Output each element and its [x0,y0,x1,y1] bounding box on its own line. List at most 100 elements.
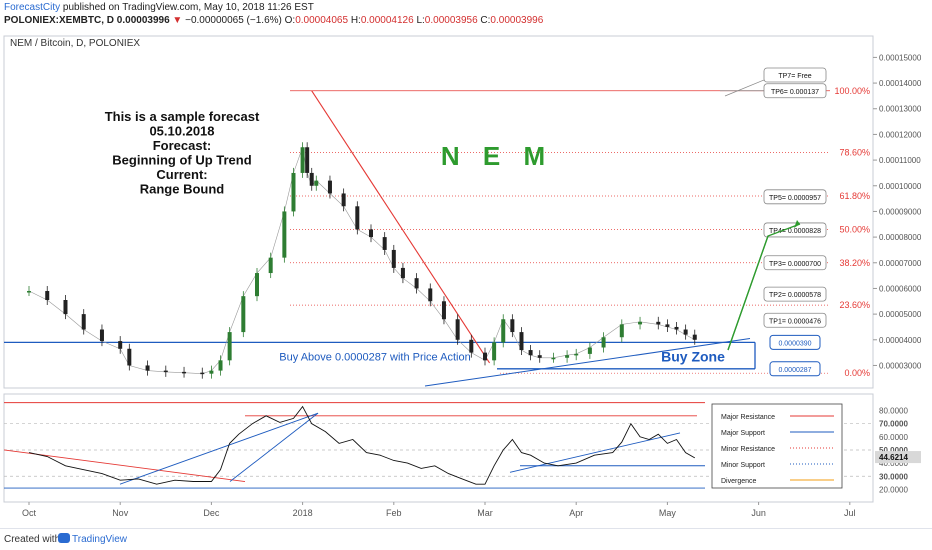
candle-body [674,326,679,330]
fib-level-label: 100.00% [834,86,870,96]
author-link[interactable]: ForecastCity [4,2,61,13]
candle-body [469,339,474,353]
candle-body [619,324,624,338]
osc-up-trendline [509,432,681,473]
candle-body [45,291,50,300]
osc-up-trendline [119,412,319,485]
ohlc-low: 0.00003956 [424,15,478,26]
candle-body [200,372,205,375]
target-callout [763,189,827,205]
candle-body [656,321,661,325]
ohlc-close: 0.00003996 [490,15,544,26]
target-label: TP6= 0.000137 [771,89,819,96]
candle-body [127,348,132,366]
osc-tick-label: 70.0000 [879,420,908,429]
target-label: TP7= Free [778,73,811,80]
oscillator-pane-frame [3,393,874,503]
footer: Created with TradingView [0,528,932,550]
candle-body [683,329,688,335]
x-tick-label: Apr [569,508,583,518]
candle-body [182,371,187,374]
osc-tick-label: 30.0000 [879,472,908,481]
candle-body [27,291,31,293]
y-tick-label: 0.00010000 [879,182,922,191]
down-trendline [311,90,491,364]
legend-label: Major Resistance [721,414,775,421]
ohlc-open-key: O: [284,15,296,26]
forecast-text-line: Range Bound [140,182,225,197]
x-tick-label: May [659,508,677,518]
x-tick-label: Nov [112,508,129,518]
candle-body [528,350,533,356]
candle-body [241,296,246,333]
candle-body [355,206,360,230]
tradingview-link[interactable]: TradingView [72,534,128,545]
publish-line: ForecastCity published on TradingView.co… [4,2,314,13]
target-pointer [724,79,765,97]
chart-canvas[interactable]: 0.00015000 0.00014000 0.00013000 0.00012000… [0,28,932,528]
fib-level-label: 23.60% [839,300,870,310]
candle-body [291,172,296,212]
target-callout [763,67,827,83]
fib-level-label: 38.20% [839,258,870,268]
candle-body [601,337,606,348]
tradingview-logo-icon [58,533,70,543]
target-callout [763,255,827,271]
osc-down-trendline [3,449,246,482]
target-callout [763,286,827,302]
candle-body [63,300,68,315]
x-tick-label: Oct [22,508,37,518]
created-with-label: Created with [4,534,61,545]
candle-body [391,249,396,268]
zone-callout [769,334,821,350]
candle-body [369,229,373,238]
candle-body [118,341,123,349]
x-tick-label: Dec [203,508,220,518]
up-trendline [424,338,751,387]
target-callout [763,222,827,238]
target-path-segment [727,235,769,351]
candle-body [218,360,223,371]
ohlc-high: 0.00004126 [360,15,414,26]
ohlc-low-key: L: [416,15,425,26]
y-tick-label: 0.00012000 [879,130,922,139]
ohlc-close-key: C: [480,15,491,26]
candle-body [99,329,104,342]
x-tick-label: Jun [751,508,766,518]
fib-level-label: 61.80% [839,191,870,201]
y-tick-label: 0.00007000 [879,259,922,268]
x-tick-label: 2018 [293,508,313,518]
candle-body [441,301,446,320]
y-tick-label: 0.00011000 [879,156,921,165]
y-tick-label: 0.00006000 [879,284,922,293]
forecast-text-line: Forecast: [153,138,212,153]
candle-body [227,332,232,361]
price-change: −0.00000065 (−1.6%) [185,15,282,26]
candle-body [492,342,497,361]
published-info: published on TradingView.com, May 10, 20… [62,2,314,13]
quote-line: POLONIEX:XEMBTC, D 0.00003996 ▼ −0.00000… [4,15,543,26]
candle-body [519,332,524,351]
candle-body [382,237,387,250]
candle-body [665,324,670,327]
osc-current-value: 44.6214 [879,453,908,462]
y-tick-label: 0.00004000 [879,336,922,345]
y-tick-label: 0.00008000 [879,233,922,242]
legend-label: Major Support [721,430,765,437]
candle-body [209,370,214,374]
osc-tick-label: 50.0000 [879,446,908,455]
candle-body [537,355,542,358]
buy-above-text: Buy Above 0.0000287 with Price Action [279,351,470,363]
buy-zone-text: Buy Zone [661,348,725,364]
legend-box [711,403,843,489]
forecast-text-line: This is a sample forecast [105,109,260,124]
fib-level-label: 78.60% [839,147,870,157]
candle-body [305,147,310,173]
forecast-text-line: Current: [156,167,207,182]
candle-body [428,288,433,302]
legend-label: Minor Resistance [721,446,775,453]
candle-body [638,321,643,325]
ohlc-open: 0.00004065 [295,15,349,26]
target-label: TP4= 0.0000828 [769,228,821,235]
price-envelope [28,146,695,375]
